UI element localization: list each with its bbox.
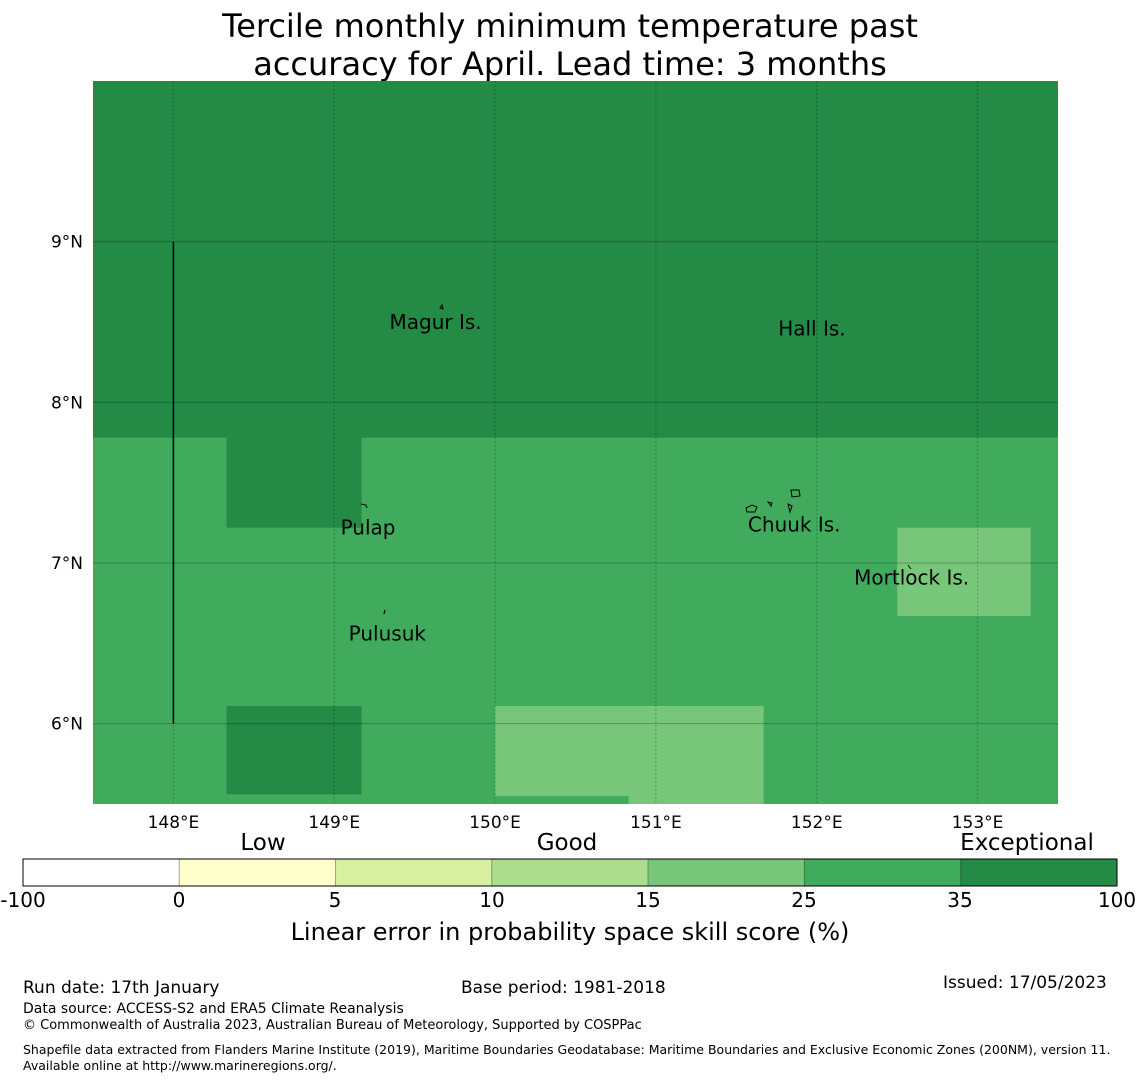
colorbar-category-exceptional: Exceptional [960, 830, 1094, 856]
island-outline [383, 609, 386, 615]
lon-tick-label: 151°E [630, 813, 682, 833]
colorbar-tick: 5 [328, 888, 342, 912]
shapefile-credit: Shapefile data extracted from Flanders M… [23, 1042, 1111, 1073]
skill-region-exceptional-pulap [226, 437, 362, 528]
colorbar-tick: 0 [172, 888, 186, 912]
island-outline [439, 303, 444, 310]
place-label: Pulap [341, 516, 396, 540]
lon-tick-label: 153°E [952, 813, 1004, 833]
island-outline [745, 504, 758, 513]
colorbar-category-good: Good [536, 830, 598, 856]
island-outline [790, 489, 801, 498]
lat-tick-label: 9°N [51, 233, 83, 253]
island-outline [766, 501, 773, 508]
lon-tick-label: 149°E [308, 813, 360, 833]
place-label: Mortlock Is. [854, 565, 969, 589]
colorbar-frame [22, 858, 1118, 887]
skill-region-exceptional-north [93, 81, 1058, 438]
island-outline [787, 503, 793, 514]
skill-region-good-south [495, 705, 764, 804]
colorbar-segment [335, 858, 493, 887]
island-outline [360, 503, 368, 509]
place-label: Chuuk Is. [748, 512, 841, 536]
colorbar-label: Linear error in probability space skill … [290, 918, 850, 946]
colorbar-segment [178, 858, 337, 887]
colorbar-tick: 35 [947, 888, 973, 912]
lon-tick-label: 148°E [148, 813, 200, 833]
lon-tick-label: 150°E [469, 813, 521, 833]
island-outline [907, 564, 912, 570]
lon-tick-label: 152°E [791, 813, 843, 833]
lat-tick-label: 8°N [51, 393, 83, 413]
place-label: Hall Is. [778, 316, 845, 340]
colorbar-category-low: Low [240, 830, 286, 856]
chart-title-line1: Tercile monthly minimum temperature past [222, 7, 918, 45]
skill-region-exceptional-southwest [226, 705, 362, 795]
colorbar-tick: 100 [1097, 888, 1137, 912]
lat-tick-label: 6°N [51, 715, 83, 735]
colorbar-segment [803, 858, 962, 887]
data-source: Data source: ACCESS-S2 and ERA5 Climate … [23, 1001, 404, 1017]
colorbar-segment [22, 858, 180, 887]
place-label: Pulusuk [349, 622, 427, 646]
colorbar-tick: 25 [791, 888, 817, 912]
skill-region-good-mortlock [897, 527, 1031, 617]
lat-tick-label: 7°N [51, 554, 83, 574]
colorbar-tick: -100 [0, 888, 46, 912]
place-label: Magur Is. [390, 310, 482, 334]
copyright: © Commonwealth of Australia 2023, Austra… [23, 1018, 642, 1033]
run-date: Run date: 17th January [23, 978, 220, 998]
chart-title-line2: accuracy for April. Lead time: 3 months [253, 45, 887, 83]
colorbar-tick: 10 [479, 888, 505, 912]
colorbar-tick: 15 [635, 888, 661, 912]
skill-region-exceptional-edge [495, 795, 629, 804]
issued-date: Issued: 17/05/2023 [943, 973, 1107, 993]
colorbar-segment [491, 858, 649, 887]
colorbar-segment [647, 858, 805, 887]
base-period: Base period: 1981-2018 [461, 978, 666, 998]
colorbar-segment [960, 858, 1118, 887]
